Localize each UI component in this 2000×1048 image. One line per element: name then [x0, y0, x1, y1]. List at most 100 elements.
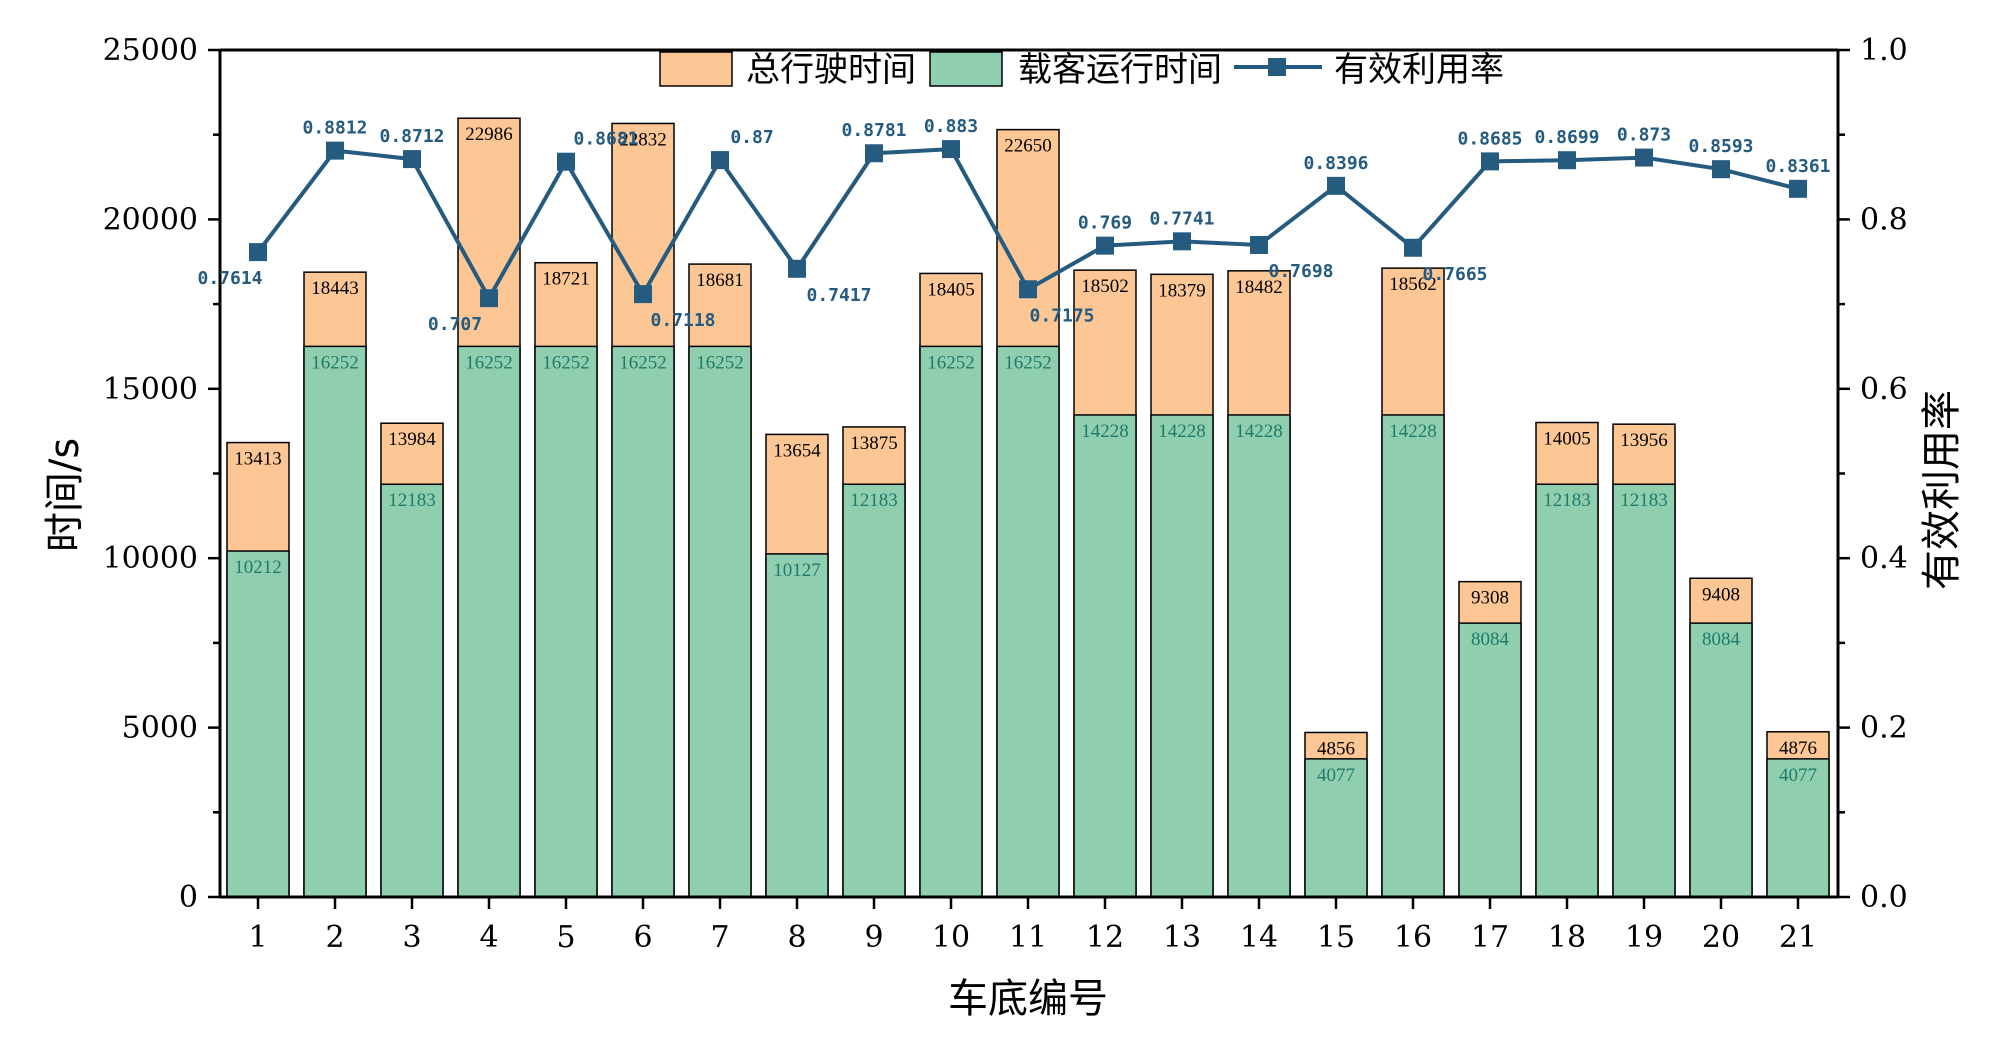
loaded-time-bar	[1535, 483, 1599, 898]
rate-label: 0.7665	[1422, 264, 1487, 285]
rate-label: 0.7614	[197, 268, 262, 289]
total-time-label: 9408	[1702, 584, 1740, 605]
loaded-time-label: 12183	[1543, 490, 1591, 511]
x-tick-label: 18	[1548, 920, 1586, 955]
x-tick-label: 11	[1009, 920, 1047, 955]
rate-label: 0.769	[1078, 213, 1132, 234]
loaded-time-label: 4077	[1779, 765, 1817, 786]
rate-marker	[711, 151, 729, 170]
rate-marker	[1019, 280, 1037, 299]
x-axis-title: 车底编号	[948, 976, 1108, 1022]
rate-label: 0.7118	[650, 310, 715, 331]
loaded-time-label: 16252	[696, 352, 744, 373]
loaded-time-bar	[1304, 758, 1368, 898]
x-tick-label: 12	[1086, 920, 1124, 955]
x-tick-label: 9	[864, 920, 883, 955]
rate-marker	[1712, 160, 1730, 179]
rate-marker	[1327, 176, 1345, 195]
loaded-time-bar	[1612, 483, 1676, 898]
x-tick-label: 10	[932, 920, 970, 955]
y-tick-label-right: 0.0	[1860, 880, 1908, 915]
total-time-label: 14005	[1543, 429, 1591, 450]
total-time-label: 22832	[619, 129, 667, 150]
rate-marker	[788, 259, 806, 278]
total-time-label: 18443	[311, 278, 359, 299]
loaded-time-bar	[1381, 414, 1445, 898]
rate-marker	[480, 289, 498, 308]
y-tick-label-left: 15000	[103, 372, 198, 407]
rate-label: 0.7741	[1149, 208, 1214, 229]
total-time-label: 13984	[388, 429, 436, 450]
rate-marker	[1404, 238, 1422, 257]
rate-label: 0.8685	[1457, 128, 1522, 149]
x-tick-label: 1	[248, 920, 267, 955]
loaded-time-label: 16252	[619, 352, 667, 373]
legend-label-rate: 有效利用率	[1334, 50, 1504, 90]
loaded-time-label: 14228	[1081, 421, 1129, 442]
y-tick-label-right: 1.0	[1860, 33, 1908, 68]
legend-swatch-loaded	[929, 51, 1003, 87]
loaded-time-label: 10212	[234, 557, 282, 578]
loaded-time-label: 14228	[1389, 421, 1437, 442]
loaded-time-label: 8084	[1471, 629, 1510, 650]
loaded-time-label: 16252	[542, 352, 590, 373]
rate-marker	[865, 144, 883, 163]
rate-label: 0.8396	[1303, 153, 1368, 174]
loaded-time-bar	[1689, 622, 1753, 898]
loaded-time-bar	[765, 553, 829, 898]
y-tick-label-right: 0.4	[1860, 541, 1908, 576]
total-time-label: 13875	[850, 433, 898, 454]
x-tick-label: 5	[556, 920, 575, 955]
data-labels-layer: 13413 10212 18443 16252 13984 12183 22986 16252…	[197, 116, 1830, 786]
total-time-label: 13956	[1620, 430, 1668, 451]
total-time-label: 18502	[1081, 276, 1129, 297]
x-tick-label: 3	[402, 920, 421, 955]
rate-marker	[634, 285, 652, 304]
total-time-label: 22650	[1004, 136, 1052, 157]
rate-marker	[1173, 232, 1191, 251]
rate-marker	[326, 141, 344, 160]
x-tick-label: 8	[787, 920, 806, 955]
x-tick-label: 2	[325, 920, 344, 955]
loaded-time-bar	[611, 345, 675, 898]
rate-marker	[1789, 179, 1807, 198]
total-time-label: 9308	[1471, 588, 1509, 609]
loaded-time-bar	[996, 345, 1060, 898]
total-time-label: 13413	[234, 449, 282, 470]
axes-layer: 0 5000 10000 15000 20000 25000 0.0 0.2 0.4 0.6 0.8…	[103, 33, 1908, 955]
loaded-time-bar	[534, 345, 598, 898]
loaded-time-bar	[1766, 758, 1830, 898]
loaded-time-bar	[1458, 622, 1522, 898]
y-tick-label-left: 5000	[122, 711, 198, 746]
loaded-time-bar	[688, 345, 752, 898]
y-tick-label-right: 0.6	[1860, 372, 1908, 407]
rate-marker	[1096, 236, 1114, 255]
loaded-time-label: 4077	[1317, 765, 1355, 786]
x-tick-label: 6	[633, 920, 652, 955]
legend-label-loaded: 载客运行时间	[1018, 50, 1222, 90]
y-tick-label-right: 0.2	[1860, 711, 1908, 746]
loaded-time-bar	[303, 345, 367, 898]
rate-label: 0.8781	[841, 120, 906, 141]
rate-label: 0.873	[1617, 125, 1671, 146]
loaded-time-bar	[226, 550, 290, 898]
rate-marker	[1635, 148, 1653, 167]
total-time-label: 13654	[773, 440, 821, 461]
legend: 总行驶时间 载客运行时间 有效利用率	[659, 50, 1504, 90]
rate-label: 0.7698	[1268, 261, 1333, 282]
x-tick-label: 16	[1394, 920, 1432, 955]
loaded-time-bar	[919, 345, 983, 898]
rate-marker	[557, 152, 575, 171]
x-tick-label: 21	[1779, 920, 1817, 955]
total-time-label: 4856	[1317, 738, 1355, 759]
rate-label: 0.8712	[379, 126, 444, 147]
loaded-time-label: 8084	[1702, 629, 1741, 650]
rate-label: 0.8699	[1534, 127, 1599, 148]
rate-marker	[249, 243, 267, 262]
rate-marker	[1481, 152, 1499, 171]
loaded-time-label: 12183	[388, 490, 436, 511]
total-time-label: 18482	[1235, 277, 1283, 298]
x-tick-label: 15	[1317, 920, 1355, 955]
